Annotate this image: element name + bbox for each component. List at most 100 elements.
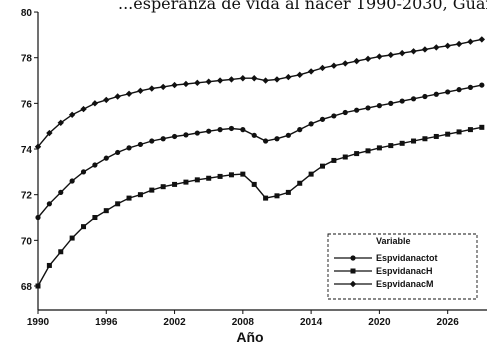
legend-marker xyxy=(349,280,357,288)
y-tick-label: 80 xyxy=(21,8,33,19)
data-point xyxy=(92,215,98,221)
data-point xyxy=(251,181,257,187)
series-EspvidanacH xyxy=(35,124,485,289)
series-Espvidanactot xyxy=(35,82,485,221)
data-point xyxy=(274,136,280,142)
legend-label: EspvidanacM xyxy=(376,279,434,289)
data-point xyxy=(183,132,189,138)
data-point xyxy=(354,107,360,113)
data-point xyxy=(319,64,326,72)
data-point xyxy=(149,187,155,193)
data-point xyxy=(92,162,98,168)
data-point xyxy=(228,76,235,83)
data-point xyxy=(445,131,451,137)
x-tick-label: 1996 xyxy=(95,317,118,328)
data-point xyxy=(387,51,394,59)
data-point xyxy=(320,163,325,169)
data-point xyxy=(126,145,132,151)
x-axis-ticks: 1990 1996 2002 2008 2014 2020 2026 xyxy=(27,310,459,328)
data-point xyxy=(251,132,257,138)
data-point xyxy=(239,75,247,82)
data-point xyxy=(103,96,110,104)
data-point xyxy=(399,98,405,104)
data-point xyxy=(68,111,76,118)
series-lines xyxy=(34,36,486,289)
data-point xyxy=(81,224,87,230)
x-tick-label: 2020 xyxy=(368,317,391,328)
data-point xyxy=(297,127,303,133)
legend-title: Variable xyxy=(376,236,411,246)
data-point xyxy=(34,143,42,150)
data-point xyxy=(103,155,109,161)
x-tick-label: 1990 xyxy=(27,317,50,328)
data-point xyxy=(194,130,200,136)
data-point xyxy=(58,189,64,195)
data-point xyxy=(46,262,52,268)
data-point xyxy=(365,105,371,111)
data-point xyxy=(330,62,338,69)
data-point xyxy=(342,154,348,160)
data-point xyxy=(398,49,406,57)
data-point xyxy=(115,201,121,207)
series-line xyxy=(37,84,482,218)
data-point xyxy=(46,201,52,207)
data-point xyxy=(376,53,383,60)
data-point xyxy=(35,214,41,221)
data-point xyxy=(115,149,121,156)
data-point xyxy=(194,177,200,183)
data-point xyxy=(137,87,144,95)
data-point xyxy=(410,96,417,102)
data-point xyxy=(433,91,439,97)
legend-label: Espvidanactot xyxy=(376,253,438,263)
data-point xyxy=(194,79,201,87)
data-point xyxy=(479,124,485,130)
data-point xyxy=(433,44,440,51)
data-point xyxy=(388,100,394,106)
data-point xyxy=(376,145,382,151)
data-point xyxy=(228,125,235,132)
data-point xyxy=(296,71,303,79)
data-point xyxy=(422,136,428,142)
data-point xyxy=(421,46,429,53)
data-point xyxy=(274,193,280,199)
data-point xyxy=(183,179,189,185)
y-tick-label: 72 xyxy=(21,191,33,202)
data-point xyxy=(240,171,246,177)
data-point xyxy=(422,93,428,100)
data-point xyxy=(285,132,291,138)
data-point xyxy=(240,127,246,133)
data-point xyxy=(182,80,190,88)
y-tick-label: 74 xyxy=(21,145,33,156)
x-tick-label: 2002 xyxy=(163,317,186,328)
data-point xyxy=(263,195,269,201)
data-point xyxy=(354,151,360,157)
data-point xyxy=(273,76,281,83)
data-point xyxy=(331,157,337,163)
data-point xyxy=(160,136,166,142)
data-point xyxy=(308,171,314,177)
series-line xyxy=(37,38,482,148)
data-point xyxy=(149,138,155,144)
data-point xyxy=(69,235,75,241)
data-point xyxy=(262,77,269,84)
data-point xyxy=(376,103,382,109)
series-line xyxy=(37,126,482,287)
data-point xyxy=(467,127,473,133)
data-point xyxy=(228,172,234,178)
data-point xyxy=(479,82,485,88)
data-point xyxy=(159,83,167,91)
data-point xyxy=(411,138,417,144)
data-point xyxy=(171,81,178,89)
data-point xyxy=(205,78,212,85)
data-point xyxy=(172,181,178,187)
data-point xyxy=(365,148,371,154)
x-tick-label: 2026 xyxy=(437,317,460,328)
data-point xyxy=(263,138,269,144)
data-point xyxy=(217,173,223,179)
data-point xyxy=(285,73,292,81)
data-point xyxy=(114,93,121,100)
data-point xyxy=(478,36,486,43)
data-point xyxy=(353,57,360,65)
data-point xyxy=(467,38,474,45)
legend-marker xyxy=(350,255,356,261)
